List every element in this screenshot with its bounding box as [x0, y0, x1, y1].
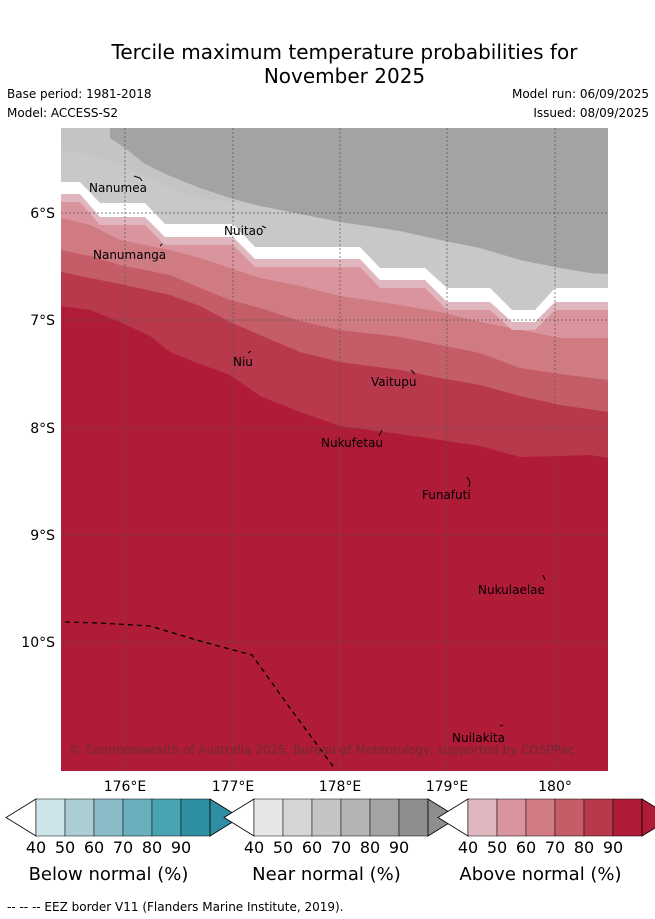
- issued-date: Issued: 08/09/2025: [533, 106, 649, 120]
- colorbar-tick: 90: [171, 838, 191, 857]
- colorbar-swatch: [64, 798, 95, 837]
- colorbar-swatch: [340, 798, 371, 837]
- colorbar-swatch: [93, 798, 124, 837]
- lon-label: 179°E: [426, 779, 469, 795]
- island-marks: [133, 175, 546, 727]
- place-nanumea: Nanumea: [89, 181, 147, 195]
- colorbar-tick: 80: [360, 838, 380, 857]
- base-period: Base period: 1981-2018: [7, 87, 152, 101]
- colorbar-swatch: [151, 798, 182, 837]
- map-title: Tercile maximum temperature probabilitie…: [0, 40, 655, 88]
- place-nanumanga: Nanumanga: [93, 248, 166, 262]
- place-nukufetau: Nukufetau: [321, 436, 383, 450]
- footer-note: -- -- -- EEZ border V11 (Flanders Marine…: [7, 900, 344, 914]
- colorbar-tick: 40: [244, 838, 264, 857]
- place-nuilakita: Nuilakita: [452, 731, 505, 745]
- colorbar: 40 50 60 70 80 90 Above normal (%): [437, 798, 655, 885]
- colorbar: 40 50 60 70 80 90 Below normal (%): [5, 798, 241, 885]
- colorbar-tick: 50: [55, 838, 75, 857]
- lon-label: 178°E: [319, 779, 362, 795]
- colorbar-tick: 70: [545, 838, 565, 857]
- colorbar-tick: 90: [389, 838, 409, 857]
- colorbar-tick: 60: [302, 838, 322, 857]
- colorbar-swatch: [612, 798, 643, 837]
- colorbar-extend-low: [5, 798, 37, 837]
- graticule: [61, 128, 608, 771]
- probability-field: [61, 128, 608, 771]
- colorbar-title: Below normal (%): [29, 864, 189, 885]
- colorbar-extend-high: [641, 798, 655, 837]
- colorbar-tick: 40: [26, 838, 46, 857]
- colorbar-tick: 80: [142, 838, 162, 857]
- place-funafuti: Funafuti: [422, 488, 471, 502]
- colorbar-title: Above normal (%): [459, 864, 621, 885]
- colorbar-swatch: [583, 798, 614, 837]
- lat-label: 10°S: [21, 635, 55, 651]
- place-nukulaelae: Nukulaelae: [478, 583, 545, 597]
- colorbar-swatch: [496, 798, 527, 837]
- colorbar-swatch: [311, 798, 342, 837]
- colorbar-swatch: [35, 798, 66, 837]
- colorbar-extend-low: [437, 798, 469, 837]
- colorbar-swatch: [253, 798, 284, 837]
- colorbar-tick: 70: [113, 838, 133, 857]
- near-70-band: [110, 128, 608, 274]
- eez-border: [64, 621, 336, 770]
- colorbar-tick: 40: [458, 838, 478, 857]
- colorbar-tick: 50: [487, 838, 507, 857]
- latitude-labels: 6°S 7°S 8°S 9°S 10°S: [21, 206, 55, 651]
- colorbar-tick: 90: [603, 838, 623, 857]
- colorbar-title: Near normal (%): [252, 864, 401, 885]
- colorbar-swatch: [282, 798, 313, 837]
- lon-label: 176°E: [104, 779, 147, 795]
- title-line-1: Tercile maximum temperature probabilitie…: [111, 40, 578, 64]
- colorbar-tick: 60: [84, 838, 104, 857]
- colorbar-swatch: [369, 798, 400, 837]
- colorbar-swatch: [398, 798, 429, 837]
- place-nuitao: Nuitao: [224, 224, 263, 238]
- colorbar-extend-low: [223, 798, 255, 837]
- colorbar-swatch: [180, 798, 211, 837]
- lat-label: 9°S: [30, 528, 55, 544]
- colorbar-swatch: [525, 798, 556, 837]
- colorbar-tick: 60: [516, 838, 536, 857]
- place-niu: Niu: [233, 355, 253, 369]
- lat-label: 6°S: [30, 206, 55, 222]
- lon-label: 177°E: [212, 779, 255, 795]
- title-line-2: November 2025: [263, 64, 426, 88]
- colorbar-tick: 70: [331, 838, 351, 857]
- lat-label: 8°S: [30, 421, 55, 437]
- place-vaitupu: Vaitupu: [371, 375, 417, 389]
- colorbar-swatch: [467, 798, 498, 837]
- colorbar-swatch: [122, 798, 153, 837]
- longitude-labels: 176°E 177°E 178°E 179°E 180°: [104, 779, 572, 795]
- model-name: Model: ACCESS-S2: [7, 106, 119, 120]
- colorbar: 40 50 60 70 80 90 Near normal (%): [223, 798, 459, 885]
- colorbar-tick: 80: [574, 838, 594, 857]
- colorbar-legend: 40 50 60 70 80 90 Below normal (%) 40 50 60 70 80 90…: [5, 798, 655, 885]
- lat-label: 7°S: [30, 313, 55, 329]
- model-run: Model run: 06/09/2025: [511, 87, 649, 101]
- lon-label: 180°: [538, 779, 572, 795]
- colorbar-tick: 50: [273, 838, 293, 857]
- colorbar-swatch: [554, 798, 585, 837]
- copyright-notice: © Commonwealth of Australia 2025, Bureau…: [69, 743, 574, 757]
